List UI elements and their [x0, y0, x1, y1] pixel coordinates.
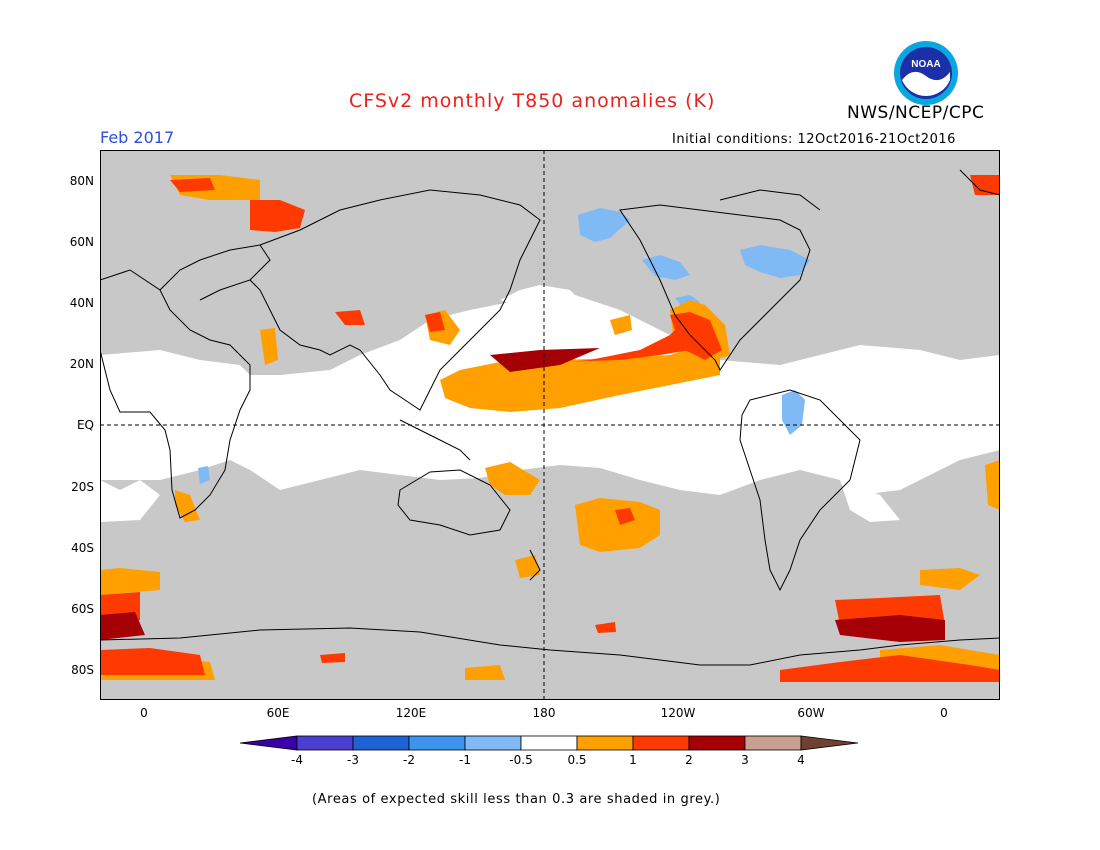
- lat-label: 40S: [71, 541, 94, 555]
- skill-footnote: (Areas of expected skill less than 0.3 a…: [312, 792, 721, 807]
- colorbar-label: 3: [741, 753, 749, 767]
- cool-anomalies: [198, 208, 810, 484]
- lat-label: EQ: [76, 418, 94, 432]
- map-title: CFSv2 monthly T850 anomalies (K): [349, 90, 716, 112]
- lon-label: 60W: [797, 706, 825, 720]
- lon-label: 180: [532, 706, 556, 720]
- colorbar-segment: [744, 735, 802, 751]
- colorbar-segment: [520, 735, 578, 751]
- colorbar-segment: [240, 735, 298, 751]
- colorbar-segment: [352, 735, 410, 751]
- colorbar-label: -4: [291, 753, 303, 767]
- svg-text:NOAA: NOAA: [911, 59, 940, 70]
- forecast-month: Feb 2017: [100, 128, 175, 147]
- colorbar-label: -1: [459, 753, 471, 767]
- lat-label: 80S: [71, 663, 94, 677]
- colorbar-label: -2: [403, 753, 415, 767]
- colorbar-segment: [408, 735, 466, 751]
- coastlines: [100, 169, 1000, 666]
- colorbar: [240, 735, 859, 751]
- lon-label: 120W: [660, 706, 696, 720]
- colorbar-segment: [688, 735, 746, 751]
- colorbar-label: 2: [685, 753, 693, 767]
- initial-conditions: Initial conditions: 12Oct2016-21Oct2016: [672, 132, 956, 147]
- lat-label: 60S: [71, 602, 94, 616]
- lon-label: 60E: [266, 706, 290, 720]
- lon-label: 120E: [395, 706, 427, 720]
- lat-label: 80N: [69, 174, 94, 188]
- colorbar-segment: [464, 735, 522, 751]
- lon-label: 0: [940, 706, 948, 720]
- lat-label: 60N: [69, 235, 94, 249]
- lat-label: 20S: [71, 480, 94, 494]
- colorbar-segment: [632, 735, 690, 751]
- lat-label: 40N: [69, 296, 94, 310]
- colorbar-label: 4: [797, 753, 805, 767]
- lat-label: 20N: [69, 357, 94, 371]
- colorbar-label: 1: [629, 753, 637, 767]
- lon-label: 0: [140, 706, 148, 720]
- noaa-logo: NOAA: [894, 41, 958, 105]
- colorbar-label: -0.5: [509, 753, 533, 767]
- colorbar-label: -3: [347, 753, 359, 767]
- colorbar-segment: [800, 735, 859, 751]
- colorbar-label: 0.5: [567, 753, 587, 767]
- anomaly-map: [100, 150, 1000, 700]
- warm-anomalies-extreme: [100, 348, 945, 642]
- colorbar-segment: [576, 735, 634, 751]
- colorbar-segment: [296, 735, 354, 751]
- organization-label: NWS/NCEP/CPC: [847, 103, 985, 123]
